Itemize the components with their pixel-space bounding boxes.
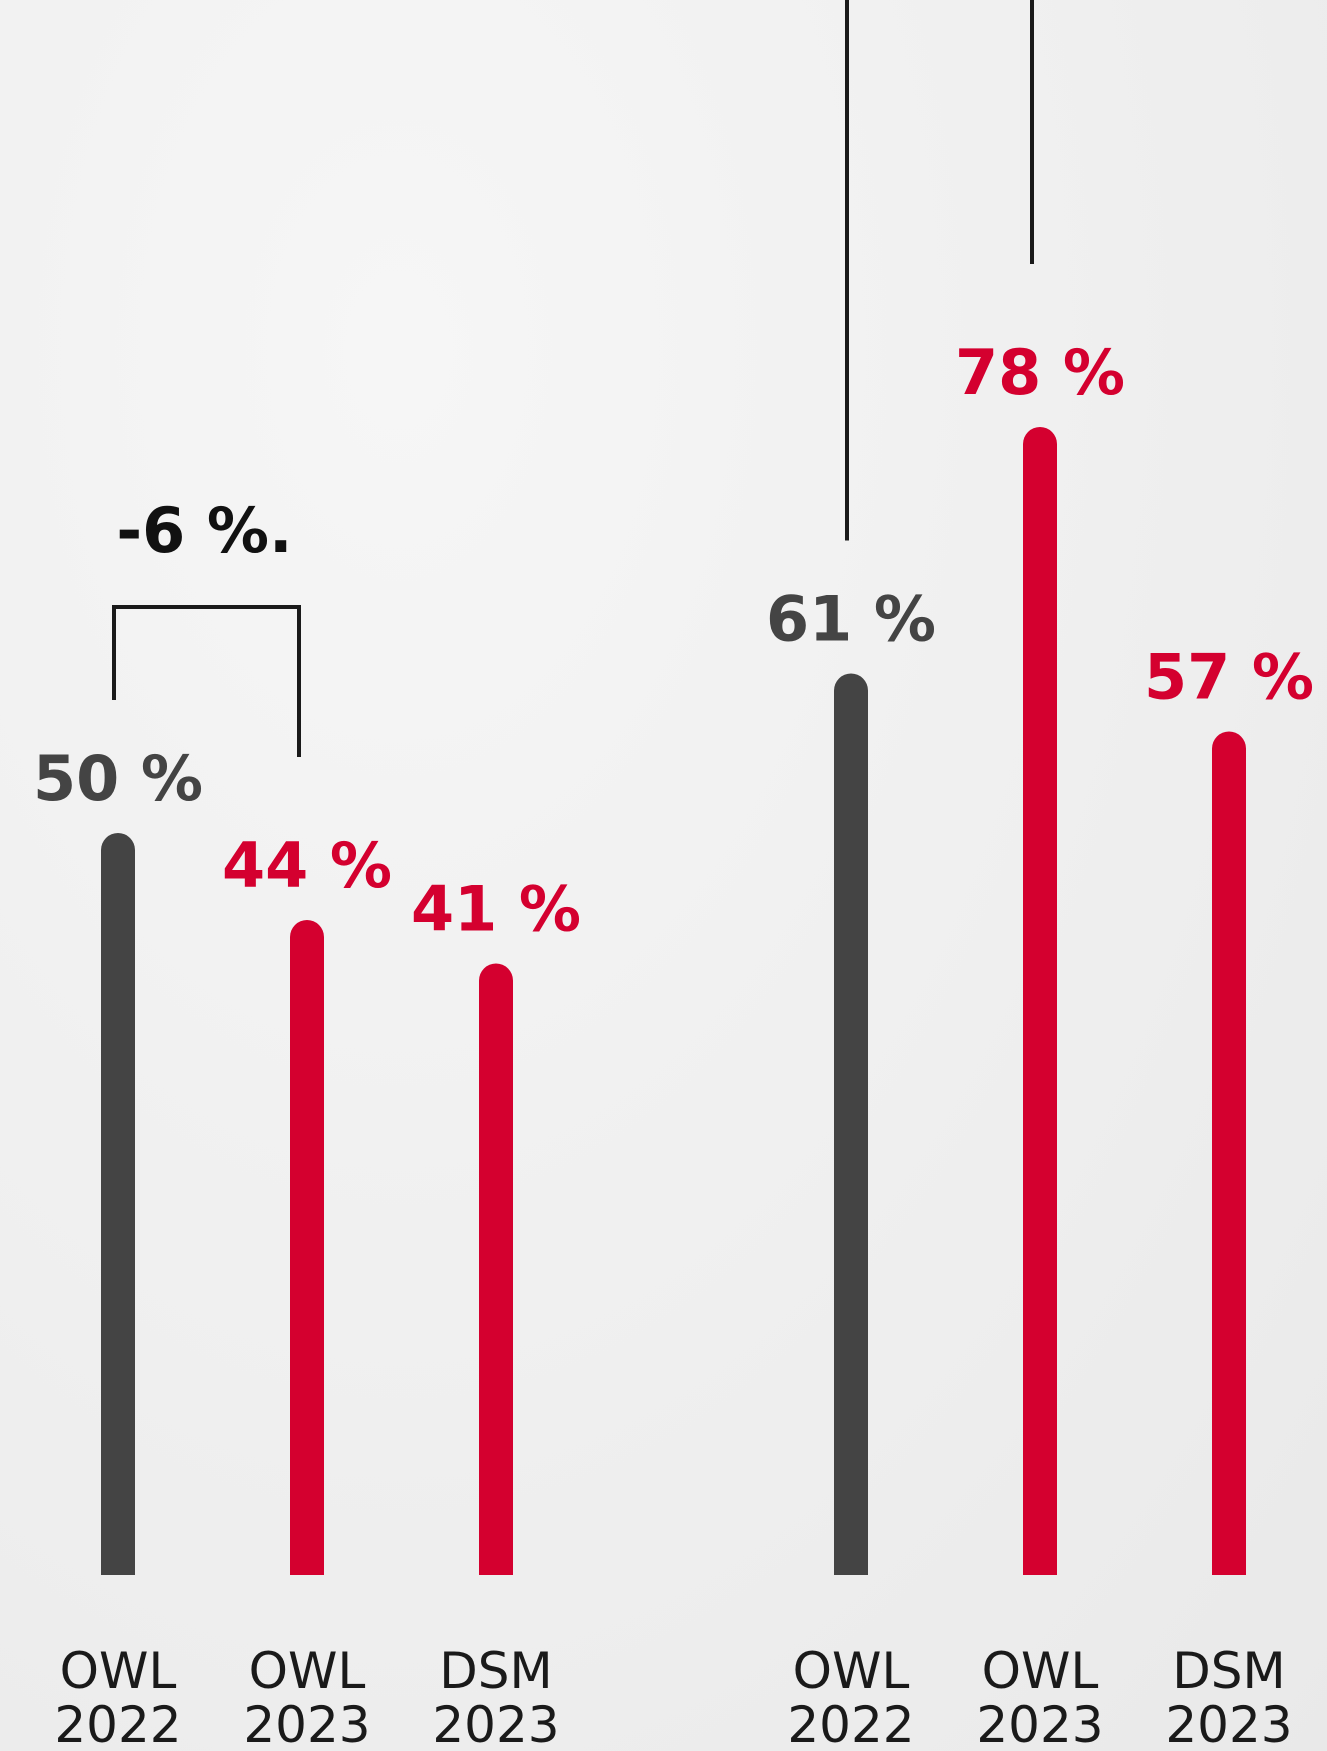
left-change-bracket	[112, 605, 301, 757]
right-value-label-owl-2022: 61 %	[766, 583, 936, 656]
left-value-label-owl-2022: 50 %	[33, 742, 203, 815]
left-category-label-owl-2023-line1: OWL	[249, 1642, 366, 1700]
right-bar-owl-2022	[834, 673, 868, 1575]
right-value-label-owl-2023: 78 %	[955, 336, 1125, 409]
left-bar-owl-2022	[101, 833, 135, 1575]
left-bar-owl-2023	[290, 920, 324, 1575]
right-category-label-owl-2022-line2: 2022	[787, 1696, 914, 1751]
left-category-label-dsm-2023-line2: 2023	[432, 1696, 559, 1751]
right-bar-owl-2023	[1023, 427, 1057, 1575]
left-value-label-dsm-2023: 41 %	[411, 873, 581, 946]
right-change-bracket	[845, 0, 1034, 541]
left-category-label-owl-2022-line2: 2022	[54, 1696, 181, 1751]
right-value-label-dsm-2023: 57 %	[1144, 641, 1314, 714]
left-category-label-owl-2022-line1: OWL	[60, 1642, 177, 1700]
left-bar-dsm-2023	[479, 963, 513, 1575]
right-category-label-dsm-2023-line1: DSM	[1172, 1642, 1285, 1700]
left-category-label-owl-2023-line2: 2023	[243, 1696, 370, 1751]
left-change-annotation: -6 %.	[116, 494, 292, 567]
right-category-label-owl-2023-line1: OWL	[982, 1642, 1099, 1700]
right-category-label-owl-2022-line1: OWL	[793, 1642, 910, 1700]
right-category-label-owl-2023-line2: 2023	[976, 1696, 1103, 1751]
left-value-label-owl-2023: 44 %	[222, 829, 392, 902]
right-category-label-dsm-2023-line2: 2023	[1165, 1696, 1292, 1751]
left-category-label-dsm-2023-line1: DSM	[439, 1642, 552, 1700]
right-bar-dsm-2023	[1212, 731, 1246, 1575]
